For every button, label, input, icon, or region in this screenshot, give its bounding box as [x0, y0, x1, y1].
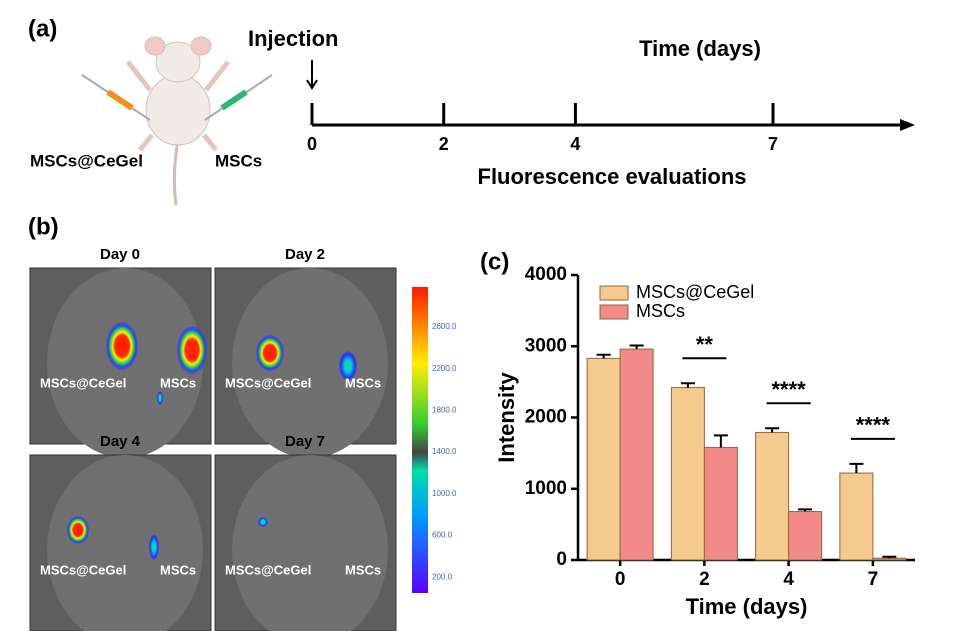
- y-tick-label: 2000: [525, 407, 567, 428]
- bar: [703, 446, 738, 561]
- panel-label: (a): [28, 15, 57, 42]
- y-tick-label: 1000: [525, 478, 567, 499]
- left-label: MSCs@CeGel: [40, 375, 126, 390]
- bar: [670, 387, 705, 561]
- y-axis-label: Intensity: [494, 372, 519, 463]
- legend-swatch: [599, 304, 629, 320]
- y-tick-label: 3000: [525, 335, 567, 356]
- colorbar-tick-label: 600.0: [432, 531, 453, 540]
- image-title: Day 2: [285, 246, 325, 263]
- timeline-tick-label: 0: [307, 134, 317, 154]
- left-label: MSCs@CeGel: [40, 562, 126, 577]
- legend-swatch: [599, 285, 629, 301]
- timeline-caption: Fluorescence evaluations: [478, 164, 747, 189]
- bar: [586, 357, 621, 561]
- error-bar: [680, 382, 695, 388]
- timeline-title: Time (days): [639, 36, 761, 61]
- left-label: MSCs@CeGel: [225, 562, 311, 577]
- colorbar-tick-label: 1400.0: [432, 447, 457, 456]
- left-label: MSCs@CeGel: [30, 151, 143, 170]
- signal: [149, 534, 159, 560]
- error-bar: [713, 434, 728, 448]
- significance-label: ****: [772, 377, 807, 402]
- colorbar-ticks: 2600.0 2200.0 1800.0 1400.0 1000.0 600.0 200.0: [432, 322, 457, 581]
- right-label: MSCs: [160, 562, 196, 577]
- timeline-arrowhead: [900, 119, 915, 131]
- injection-arrow: [306, 60, 318, 90]
- right-label: MSCs: [215, 151, 262, 170]
- image-title: Day 7: [285, 433, 325, 450]
- x-tick-label: 0: [615, 569, 626, 590]
- right-label: MSCs: [345, 562, 381, 577]
- timeline-ticks: 0 2 4 7: [307, 103, 778, 154]
- bar: [755, 431, 790, 561]
- right-label: MSCs: [345, 375, 381, 390]
- bar: [788, 511, 823, 561]
- signal: [256, 335, 284, 371]
- bar-chart: 0 1000 2000 3000 4000 Intensity Time (days) 0 2 4…: [494, 264, 915, 619]
- error-bar: [629, 344, 644, 350]
- colorbar-tick-label: 200.0: [432, 572, 453, 581]
- error-bar: [882, 555, 897, 559]
- legend-label: MSCs@CeGel: [636, 282, 754, 302]
- right-label: MSCs: [160, 375, 196, 390]
- colorbar: [412, 287, 428, 593]
- signal: [177, 326, 207, 374]
- significance-label: **: [696, 332, 714, 357]
- bar: [872, 557, 907, 561]
- error-bar: [798, 508, 813, 512]
- signal: [258, 517, 268, 527]
- y-tick-label: 4000: [525, 264, 567, 285]
- error-bar: [765, 427, 780, 433]
- significance-label: ****: [856, 413, 891, 438]
- bar: [839, 472, 874, 561]
- images: Day 0 MSCs@CeGel MSCs Day 2 MSCs@CeGel MSCs Da…: [29, 246, 397, 631]
- signal: [67, 516, 89, 544]
- x-tick-label: 2: [699, 569, 710, 590]
- x-tick-label: 7: [868, 569, 879, 590]
- timeline-tick-label: 7: [768, 134, 778, 154]
- signal: [106, 322, 138, 370]
- error-bar: [596, 353, 611, 359]
- colorbar-tick-label: 1000.0: [432, 489, 457, 498]
- x-axis-label: Time (days): [686, 594, 808, 619]
- panel-label: (c): [480, 248, 509, 275]
- mouse-silhouette: [47, 455, 203, 631]
- image-title: Day 4: [100, 433, 141, 450]
- mouse-illustration: [81, 36, 273, 206]
- timeline-tick-label: 4: [570, 134, 580, 154]
- mouse-silhouette: [232, 455, 388, 631]
- panel-label: (b): [28, 213, 59, 240]
- colorbar-tick-label: 2600.0: [432, 322, 457, 331]
- signal: [339, 351, 357, 381]
- timeline-tick-label: 2: [439, 134, 449, 154]
- signal: [157, 391, 163, 405]
- y-tick-label: 0: [556, 549, 567, 570]
- injection-label: Injection: [248, 26, 338, 51]
- colorbar-tick-label: 1800.0: [432, 406, 457, 415]
- bar: [619, 348, 654, 561]
- left-label: MSCs@CeGel: [225, 375, 311, 390]
- image-title: Day 0: [100, 246, 140, 263]
- legend-label: MSCs: [636, 301, 685, 321]
- x-tick-label: 4: [783, 569, 794, 590]
- error-bar: [849, 462, 864, 474]
- mouse-silhouette: [232, 268, 388, 458]
- colorbar-tick-label: 2200.0: [432, 364, 457, 373]
